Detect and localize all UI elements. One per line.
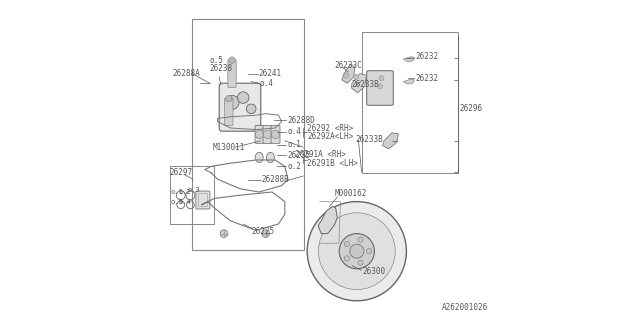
Text: 26238: 26238 [210,64,233,73]
Text: o.5: o.5 [170,199,183,204]
Circle shape [339,234,374,269]
Polygon shape [342,64,355,83]
Circle shape [229,57,236,63]
Text: o.5: o.5 [210,56,223,65]
Text: o.1: o.1 [287,140,301,149]
FancyBboxPatch shape [196,191,210,209]
Text: M000162: M000162 [334,189,367,198]
Ellipse shape [266,152,275,163]
Text: 26235: 26235 [287,151,310,160]
Text: 26233B: 26233B [351,80,379,89]
Circle shape [263,130,272,139]
Circle shape [344,256,349,261]
Circle shape [344,242,349,247]
Circle shape [358,260,363,265]
Text: 26288D: 26288D [287,116,315,124]
Text: 26296: 26296 [460,104,483,113]
Text: 26297: 26297 [170,168,193,177]
Circle shape [358,237,363,242]
Text: 26232: 26232 [415,74,438,83]
Circle shape [307,202,406,301]
Text: 26288B: 26288B [262,175,289,184]
Polygon shape [403,79,415,84]
Text: 26233C: 26233C [334,61,362,70]
Text: o.3: o.3 [187,188,200,193]
Circle shape [271,130,280,139]
Text: o.2: o.2 [287,162,301,171]
Polygon shape [351,74,366,93]
Text: 26291A <RH>: 26291A <RH> [296,150,346,159]
Text: o.4: o.4 [287,127,301,136]
Circle shape [246,104,256,114]
Ellipse shape [255,152,263,163]
Circle shape [367,249,372,254]
Text: 26233B: 26233B [355,135,383,144]
FancyBboxPatch shape [228,60,236,87]
Text: o.4: o.4 [179,199,191,204]
Circle shape [319,213,396,290]
Circle shape [225,95,239,109]
Text: o.4: o.4 [260,79,274,88]
Text: 26292A<LH>: 26292A<LH> [307,132,353,141]
Text: 26241: 26241 [259,69,282,78]
FancyBboxPatch shape [255,125,264,143]
Circle shape [237,92,249,103]
Polygon shape [383,133,398,149]
FancyBboxPatch shape [271,125,280,143]
Circle shape [378,84,383,89]
Text: 26232: 26232 [415,52,438,61]
Text: 26225: 26225 [251,228,275,236]
Circle shape [344,73,349,78]
Circle shape [349,244,364,258]
Text: 26300: 26300 [362,267,385,276]
Text: M130011: M130011 [212,143,244,152]
Circle shape [255,130,264,139]
Text: 26291B <LH>: 26291B <LH> [307,159,358,168]
FancyBboxPatch shape [367,71,393,105]
Polygon shape [318,206,337,234]
Circle shape [379,76,384,81]
Circle shape [262,230,269,237]
Circle shape [226,95,232,102]
Text: 26292 <RH>: 26292 <RH> [307,124,353,132]
FancyBboxPatch shape [225,98,233,126]
Text: o.1: o.1 [170,189,183,195]
FancyBboxPatch shape [263,125,272,143]
Circle shape [220,230,228,237]
FancyBboxPatch shape [219,83,261,131]
Circle shape [353,74,359,79]
Text: A262001026: A262001026 [442,303,488,312]
Text: 26288A: 26288A [173,69,200,78]
Text: o.2: o.2 [179,189,191,195]
Polygon shape [403,57,415,62]
